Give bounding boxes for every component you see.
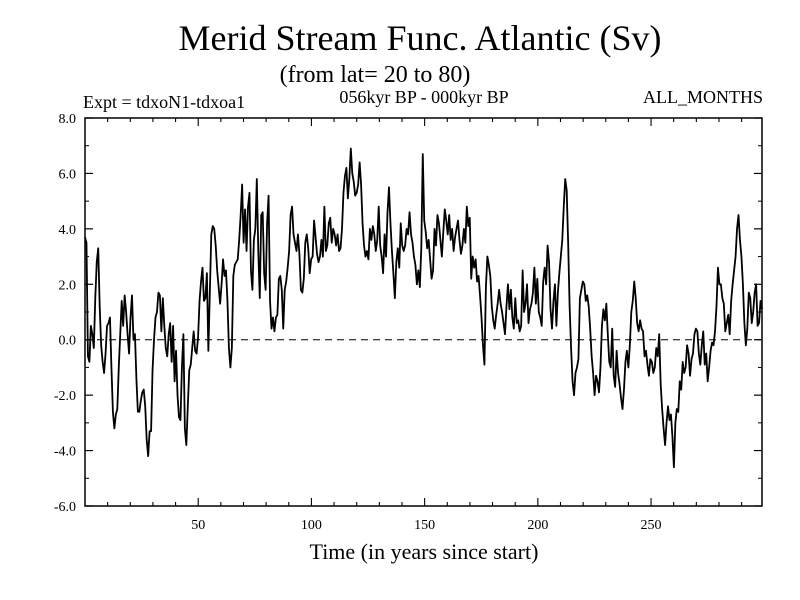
x-tick-label: 250 — [641, 518, 662, 533]
y-tick-label: -4.0 — [54, 445, 76, 460]
time-range-label: 056kyr BP - 000kyr BP — [339, 87, 508, 107]
chart-title: Merid Stream Func. Atlantic (Sv) — [179, 18, 662, 58]
chart-subtitle: (from lat= 20 to 80) — [280, 62, 471, 88]
y-tick-label: 8.0 — [59, 112, 77, 127]
y-tick-label: 2.0 — [59, 278, 77, 293]
months-label: ALL_MONTHS — [643, 87, 763, 107]
y-tick-label: -6.0 — [54, 500, 76, 515]
plot-frame — [84, 117, 763, 507]
plot-area: -6.0 -4.0 -2.0 0.0 2.0 4.0 6.0 8.0 50 100 150 200 25… — [54, 112, 763, 533]
y-tick-label: 4.0 — [59, 223, 77, 238]
x-tick-label: 100 — [301, 518, 322, 533]
y-tick-label: 0.0 — [59, 334, 77, 349]
experiment-label: Expt = tdxoN1-tdxoa1 — [83, 92, 245, 112]
x-tick-label: 200 — [527, 518, 548, 533]
y-tick-label: 6.0 — [59, 167, 77, 182]
y-tick-label: -2.0 — [54, 389, 76, 404]
x-tick-label: 150 — [414, 518, 435, 533]
x-axis-label: Time (in years since start) — [310, 539, 539, 564]
x-tick-label: 50 — [191, 518, 205, 533]
series-line — [84, 147, 763, 469]
